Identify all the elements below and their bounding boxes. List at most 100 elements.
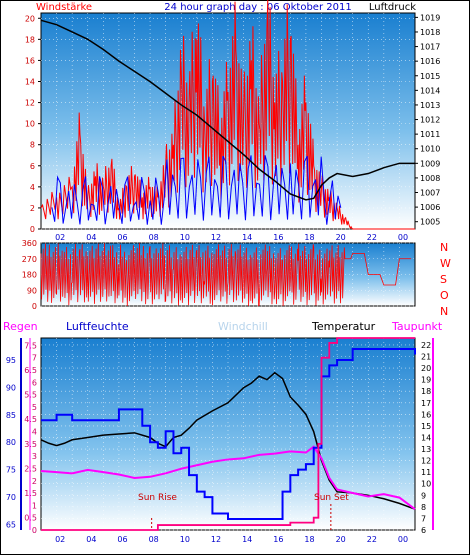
y-humidity-tick-label: 90 [6, 383, 16, 392]
y-right-tick-label: 1014 [420, 86, 440, 95]
x-tick-label: 16 [273, 535, 283, 544]
compass-label: N [440, 241, 448, 254]
y-temp-tick-label: 16 [421, 410, 431, 419]
x-tick-label: 12 [211, 535, 221, 544]
y-temp-tick-label: 17 [421, 399, 431, 408]
y-right-tick-label: 1018 [420, 28, 440, 37]
temperatur-series-line [40, 371, 416, 510]
y-temp-tick-label: 10 [421, 480, 431, 489]
compass-label: N [440, 305, 448, 318]
x-tick-label: 14 [242, 535, 252, 544]
temperatur-label: Temperatur [311, 320, 376, 333]
y-regen-tick-label: 2 [32, 477, 37, 486]
y-temp-tick-label: 9 [421, 491, 426, 500]
compass-label: O [440, 289, 449, 302]
y-temp-tick-label: 21 [421, 353, 431, 362]
y-left-tick-label: 16 [25, 56, 35, 65]
y-right-tick-label: 1008 [420, 174, 440, 183]
taupunkt-series-line [40, 445, 416, 510]
y-regen-tick-label: 0 [32, 526, 37, 535]
x-tick-label: 10 [180, 233, 190, 242]
luftdruck-label: Luftdruck [369, 2, 416, 13]
y-humidity-tick-label: 75 [6, 466, 16, 475]
y-right-tick-label: 1013 [420, 101, 440, 110]
y-regen-tick-label: 4.5 [24, 415, 37, 424]
y-right-tick-label: 1011 [420, 130, 440, 139]
y-left-tick-label: 0 [30, 225, 35, 234]
y-left-tick-label: 14 [25, 77, 35, 86]
y-tick-label: 180 [22, 271, 37, 280]
x-tick-label: 16 [273, 233, 283, 242]
y-left-tick-label: 18 [25, 35, 35, 44]
y-temp-tick-label: 18 [421, 387, 431, 396]
y-right-tick-label: 1012 [420, 116, 440, 125]
y-right-tick-label: 1007 [420, 189, 440, 198]
y-right-tick-label: 1006 [420, 203, 440, 212]
y-temp-tick-label: 15 [421, 422, 431, 431]
sun-set-annotation: Sun Set [314, 493, 349, 503]
y-humidity-tick-label: 70 [6, 493, 16, 502]
y-right-tick-label: 1019 [420, 13, 440, 22]
y-right-tick-label: 1010 [420, 145, 440, 154]
compass-label: S [440, 273, 447, 286]
x-tick-label: 04 [86, 535, 96, 544]
x-tick-label: 06 [117, 535, 127, 544]
x-tick-label: 04 [86, 233, 96, 242]
y-right-tick-label: 1009 [420, 159, 440, 168]
y-humidity-tick-label: 80 [6, 438, 16, 447]
y-right-tick-label: 1016 [420, 57, 440, 66]
x-tick-label: 02 [55, 233, 65, 242]
y-temp-tick-label: 12 [421, 457, 431, 466]
y-left-tick-label: 8 [30, 141, 35, 150]
y-left-tick-label: 4 [30, 183, 35, 192]
x-tick-label: 00 [398, 233, 408, 242]
y-regen-tick-label: 0.5 [24, 514, 37, 523]
y-regen-tick-label: 5.5 [24, 391, 37, 400]
y-regen-tick-label: 3 [32, 452, 37, 461]
x-tick-label: 22 [367, 233, 377, 242]
sun-rise-annotation: Sun Rise [138, 493, 177, 503]
regen-label: Regen [3, 320, 38, 333]
y-left-tick-label: 20 [25, 14, 35, 23]
y-temp-tick-label: 22 [421, 341, 431, 350]
y-tick-label: 90 [27, 286, 37, 295]
y-regen-tick-label: 1 [32, 501, 37, 510]
x-tick-label: 06 [117, 233, 127, 242]
y-temp-tick-label: 14 [421, 433, 431, 442]
y-left-tick-label: 10 [25, 120, 35, 129]
x-tick-label: 18 [304, 233, 314, 242]
temperature-humidity-panel: 67891011121314151617181920212200.511.522… [6, 337, 434, 544]
y-tick-label: 270 [22, 255, 37, 264]
wind-pressure-panel: 0246810121416182010051006100710081009101… [25, 0, 440, 242]
x-tick-label: 08 [149, 233, 159, 242]
x-tick-label: 12 [211, 233, 221, 242]
x-tick-label: 02 [55, 535, 65, 544]
x-tick-label: 18 [304, 535, 314, 544]
x-tick-label: 10 [180, 535, 190, 544]
y-tick-label: 0 [32, 302, 37, 311]
x-tick-label: 20 [336, 233, 346, 242]
compass-label: W [440, 257, 451, 270]
y-right-tick-label: 1015 [420, 72, 440, 81]
x-tick-label: 20 [336, 535, 346, 544]
windchill-label: Windchill [218, 320, 268, 333]
y-temp-tick-label: 13 [421, 445, 431, 454]
y-humidity-tick-label: 65 [6, 521, 16, 530]
y-right-tick-label: 1005 [420, 218, 440, 227]
y-temp-tick-label: 19 [421, 376, 431, 385]
graph-title: 24 hour graph day : 06 Oktober 2011 [164, 2, 351, 13]
y-right-tick-label: 1017 [420, 43, 440, 52]
x-tick-label: 08 [149, 535, 159, 544]
taupunkt-label: Taupunkt [391, 320, 443, 333]
y-regen-tick-label: 6.5 [24, 366, 37, 375]
y-regen-tick-label: 2.5 [24, 464, 37, 473]
y-regen-tick-label: 7 [32, 354, 37, 363]
windrichtung-series-line [40, 243, 412, 307]
luftfeuchte-series-line [41, 347, 416, 521]
y-humidity-tick-label: 95 [6, 356, 16, 365]
y-temp-tick-label: 8 [421, 503, 426, 512]
y-regen-tick-label: 7.5 [24, 341, 37, 350]
windstaerke-label: Windstärke [36, 2, 92, 13]
x-tick-label: 22 [367, 535, 377, 544]
